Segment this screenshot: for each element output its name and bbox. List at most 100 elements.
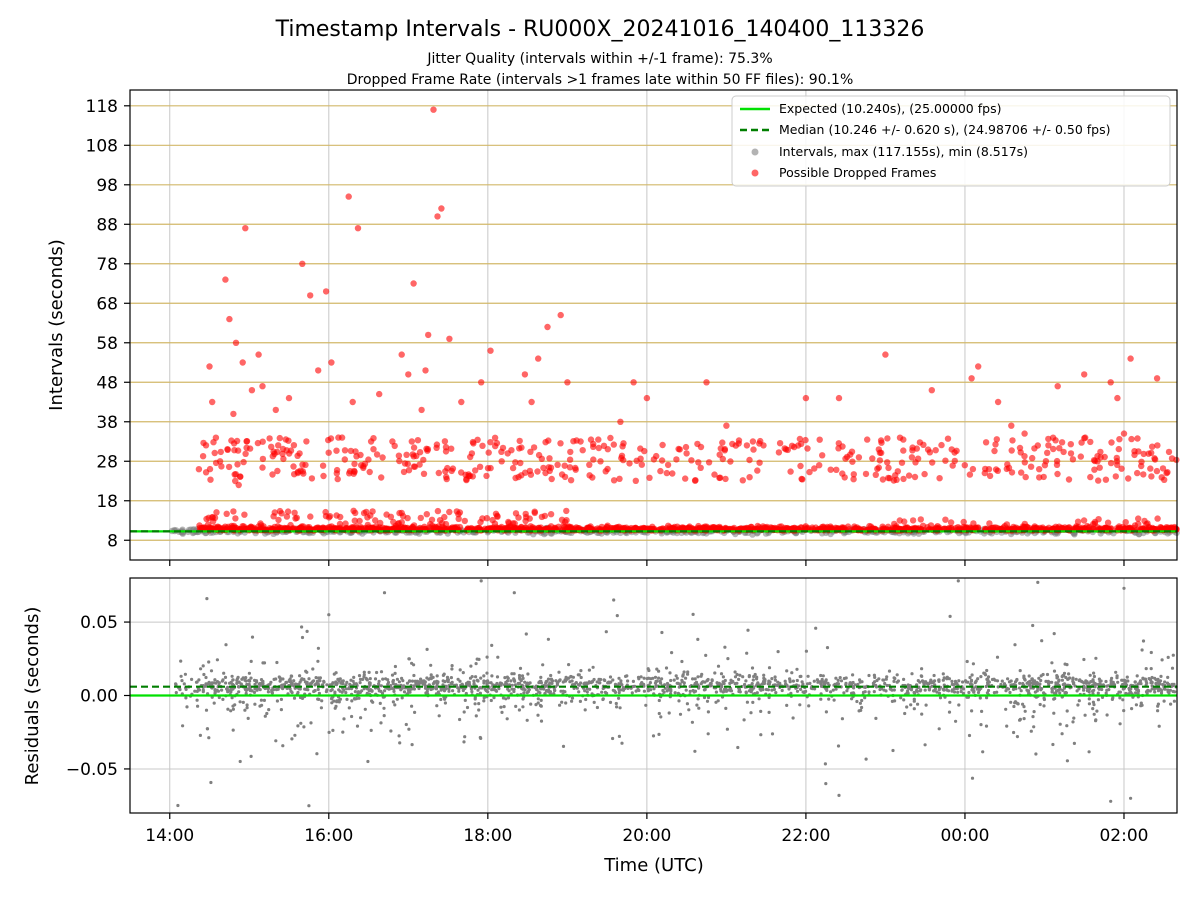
residual-point <box>798 674 802 679</box>
dropped-frame-point <box>463 476 470 484</box>
residual-point <box>1153 690 1157 694</box>
dropped-frame-point <box>912 459 919 466</box>
residual-point <box>617 676 621 680</box>
dropped-frame-point <box>478 379 485 386</box>
dropped-frame-point <box>993 436 1000 443</box>
dropped-frame-point <box>322 512 330 520</box>
residual-point <box>1161 683 1165 687</box>
legend-expected-label: Expected (10.240s), (25.00000 fps) <box>779 101 1001 116</box>
residual-point <box>691 612 695 617</box>
residual-point <box>319 706 323 710</box>
dropped-frame-point <box>974 524 982 532</box>
dropped-frame-point <box>626 460 633 467</box>
residual-point <box>730 680 734 685</box>
residual-point <box>554 679 558 683</box>
residual-point <box>855 699 859 704</box>
residual-point <box>757 697 761 701</box>
dropped-frame-point <box>975 363 982 370</box>
dropped-frame-point <box>911 473 919 481</box>
dropped-frame-point <box>756 459 763 466</box>
residual-point <box>938 696 943 700</box>
residual-point <box>336 677 340 682</box>
residual-point <box>675 676 679 680</box>
residual-point <box>277 675 281 679</box>
residual-point <box>1008 690 1012 695</box>
residual-point <box>733 682 737 686</box>
dropped-frame-point <box>1087 473 1094 481</box>
residual-point <box>1134 691 1138 695</box>
residual-point <box>948 700 952 704</box>
dropped-frame-point <box>587 436 595 443</box>
dropped-frame-point <box>370 446 377 453</box>
residual-point <box>298 695 303 700</box>
residual-point <box>359 716 363 720</box>
dropped-frame-point <box>487 439 494 446</box>
residual-point <box>937 727 941 731</box>
residual-point <box>525 691 529 695</box>
dropped-frame-point <box>1138 462 1145 470</box>
dropped-frame-point <box>595 436 602 443</box>
residual-point <box>1110 697 1114 702</box>
dropped-frame-point <box>563 507 570 515</box>
residual-point <box>819 673 823 678</box>
residual-point <box>872 690 876 694</box>
dropped-frame-point <box>387 513 395 520</box>
dropped-frame-point <box>646 474 653 481</box>
residual-point <box>288 687 292 691</box>
residual-point <box>473 695 477 700</box>
dropped-frame-point <box>1149 443 1156 450</box>
residual-point <box>345 687 349 691</box>
dropped-frame-point <box>663 469 670 477</box>
dropped-frame-point <box>341 456 348 463</box>
dropped-frame-point <box>555 523 562 530</box>
residual-point <box>1134 703 1138 707</box>
residual-point <box>1105 688 1109 692</box>
residual-point <box>292 696 297 700</box>
residual-point <box>492 696 496 700</box>
residual-point <box>393 664 397 669</box>
dropped-frame-point <box>711 471 718 478</box>
residual-point <box>867 673 871 678</box>
x-axis-label: Time (UTC) <box>603 855 704 876</box>
dropped-frame-point <box>293 514 300 521</box>
residual-point <box>215 688 219 693</box>
residual-point <box>1029 681 1033 685</box>
residual-point <box>262 661 267 665</box>
residual-point <box>979 675 983 679</box>
dropped-frame-point <box>675 445 682 453</box>
residual-point <box>976 690 981 695</box>
residual-point <box>1149 667 1153 671</box>
dropped-frame-point <box>1151 455 1158 462</box>
dropped-frame-point <box>928 387 935 394</box>
residual-point <box>720 683 724 687</box>
residual-point <box>708 682 713 686</box>
dropped-frame-point <box>839 470 846 477</box>
residual-point <box>583 708 587 712</box>
dropped-frame-point <box>804 445 811 452</box>
residual-point <box>1109 681 1113 685</box>
dropped-frame-point <box>749 438 757 445</box>
residual-point <box>759 709 763 714</box>
residual-point <box>479 736 483 741</box>
residual-point <box>275 699 279 703</box>
dropped-frame-point <box>961 462 968 469</box>
residual-point <box>1125 679 1129 683</box>
residual-point <box>1130 707 1134 711</box>
residual-point <box>510 683 514 687</box>
dropped-frame-point <box>994 398 1002 406</box>
residual-point <box>919 688 923 692</box>
dropped-frame-point <box>942 457 949 464</box>
residual-point <box>923 688 927 692</box>
dropped-frame-point <box>1134 435 1141 442</box>
residual-point <box>892 688 896 692</box>
dropped-frame-point <box>515 473 522 481</box>
residual-point <box>1006 677 1010 681</box>
residual-point <box>662 690 666 694</box>
residual-point <box>404 722 408 727</box>
residual-point <box>816 679 821 684</box>
dropped-frame-point <box>816 462 823 469</box>
residual-point <box>700 680 704 685</box>
residual-point <box>738 673 742 677</box>
dropped-frame-point <box>604 465 611 473</box>
dropped-frame-point <box>345 193 352 200</box>
